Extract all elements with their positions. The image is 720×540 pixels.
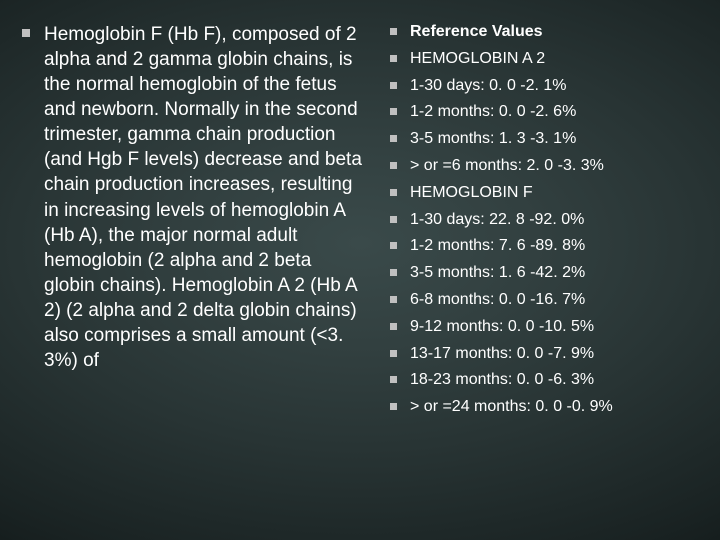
bullet-icon bbox=[390, 323, 397, 330]
list-item-text: Hemoglobin F (Hb F), composed of 2 alpha… bbox=[44, 22, 362, 373]
right-column: Reference Values HEMOGLOBIN A 2 1-30 day… bbox=[362, 22, 692, 540]
list-item: 1-30 days: 22. 8 -92. 0% bbox=[390, 210, 692, 231]
list-item-text: 13-17 months: 0. 0 -7. 9% bbox=[410, 344, 594, 365]
list-item: 9-12 months: 0. 0 -10. 5% bbox=[390, 317, 692, 338]
list-item: 1-2 months: 7. 6 -89. 8% bbox=[390, 236, 692, 257]
list-item: 3-5 months: 1. 6 -42. 2% bbox=[390, 263, 692, 284]
left-column: Hemoglobin F (Hb F), composed of 2 alpha… bbox=[22, 22, 362, 540]
bullet-icon bbox=[390, 269, 397, 276]
list-item-text: 3-5 months: 1. 6 -42. 2% bbox=[410, 263, 585, 284]
list-item: 3-5 months: 1. 3 -3. 1% bbox=[390, 129, 692, 150]
bullet-icon bbox=[390, 28, 397, 35]
bullet-icon bbox=[390, 216, 397, 223]
list-item-text: HEMOGLOBIN F bbox=[410, 183, 533, 204]
slide: Hemoglobin F (Hb F), composed of 2 alpha… bbox=[0, 0, 720, 540]
list-item-text: 1-2 months: 0. 0 -2. 6% bbox=[410, 102, 576, 123]
list-item: HEMOGLOBIN A 2 bbox=[390, 49, 692, 70]
bullet-icon bbox=[390, 403, 397, 410]
bullet-icon bbox=[390, 350, 397, 357]
list-item-text: Reference Values bbox=[410, 22, 543, 43]
list-item: 18-23 months: 0. 0 -6. 3% bbox=[390, 370, 692, 391]
bullet-icon bbox=[390, 135, 397, 142]
list-item: > or =24 months: 0. 0 -0. 9% bbox=[390, 397, 692, 418]
bullet-icon bbox=[390, 108, 397, 115]
list-item: 1-30 days: 0. 0 -2. 1% bbox=[390, 76, 692, 97]
bullet-icon bbox=[390, 242, 397, 249]
list-item-text: 1-30 days: 0. 0 -2. 1% bbox=[410, 76, 567, 97]
bullet-icon bbox=[390, 296, 397, 303]
list-item: HEMOGLOBIN F bbox=[390, 183, 692, 204]
list-item-text: > or =6 months: 2. 0 -3. 3% bbox=[410, 156, 604, 177]
list-item-text: 18-23 months: 0. 0 -6. 3% bbox=[410, 370, 594, 391]
list-item-text: HEMOGLOBIN A 2 bbox=[410, 49, 545, 70]
list-item: > or =6 months: 2. 0 -3. 3% bbox=[390, 156, 692, 177]
list-item-text: 9-12 months: 0. 0 -10. 5% bbox=[410, 317, 594, 338]
bullet-icon bbox=[390, 162, 397, 169]
list-item-text: 1-30 days: 22. 8 -92. 0% bbox=[410, 210, 584, 231]
list-item: Reference Values bbox=[390, 22, 692, 43]
list-item-text: 6-8 months: 0. 0 -16. 7% bbox=[410, 290, 585, 311]
list-item: Hemoglobin F (Hb F), composed of 2 alpha… bbox=[22, 22, 362, 373]
bullet-icon bbox=[390, 376, 397, 383]
bullet-icon bbox=[390, 189, 397, 196]
list-item-text: 3-5 months: 1. 3 -3. 1% bbox=[410, 129, 576, 150]
bullet-icon bbox=[390, 82, 397, 89]
columns: Hemoglobin F (Hb F), composed of 2 alpha… bbox=[0, 0, 720, 540]
bullet-icon bbox=[390, 55, 397, 62]
list-item: 1-2 months: 0. 0 -2. 6% bbox=[390, 102, 692, 123]
list-item-text: > or =24 months: 0. 0 -0. 9% bbox=[410, 397, 613, 418]
bullet-icon bbox=[22, 29, 30, 37]
list-item: 6-8 months: 0. 0 -16. 7% bbox=[390, 290, 692, 311]
list-item: 13-17 months: 0. 0 -7. 9% bbox=[390, 344, 692, 365]
list-item-text: 1-2 months: 7. 6 -89. 8% bbox=[410, 236, 585, 257]
